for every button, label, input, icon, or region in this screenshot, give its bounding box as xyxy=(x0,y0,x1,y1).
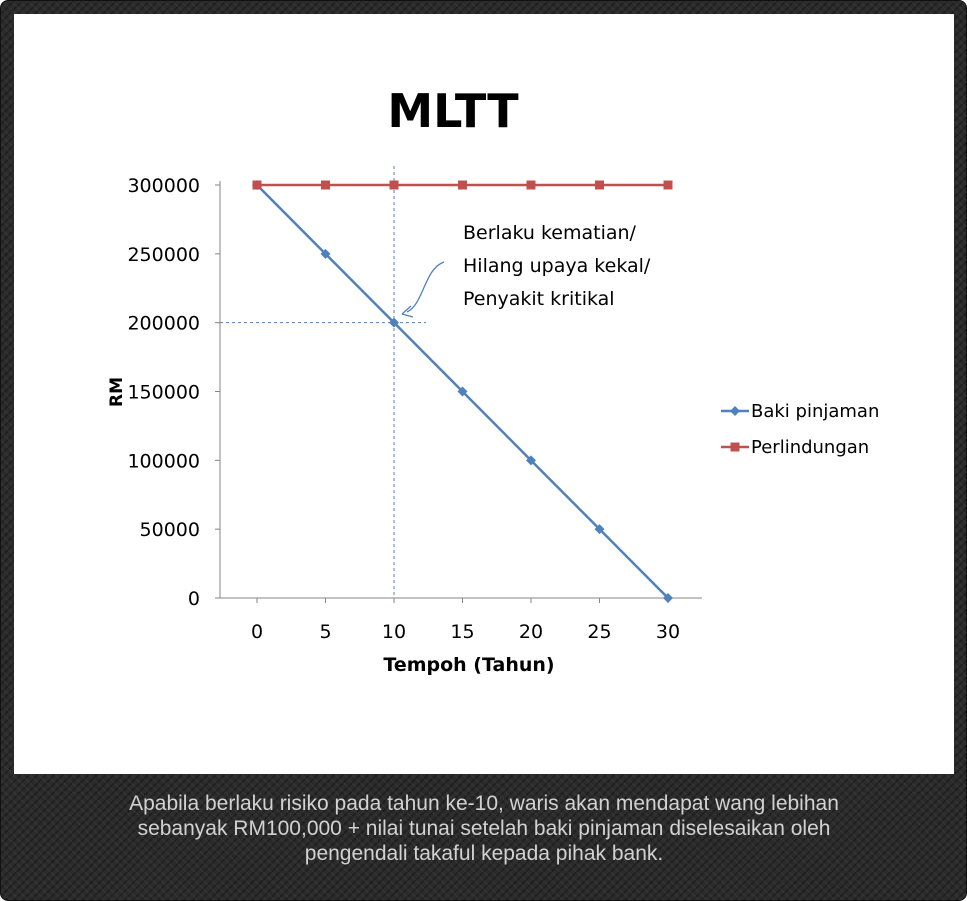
x-tick-label: 0 xyxy=(251,621,263,643)
annotation-arrowhead xyxy=(401,305,414,318)
chart: MLTT 0 50000 100000 150000 200000 250000 300000… xyxy=(107,84,879,676)
data-point-perlindungan xyxy=(389,180,399,190)
x-tick-label: 10 xyxy=(382,621,406,643)
data-point-baki-pinjaman xyxy=(320,248,331,259)
data-point-baki-pinjaman xyxy=(457,386,468,397)
annotation-text-line: Berlaku kematian/ xyxy=(463,222,637,244)
annotation-arrow xyxy=(406,261,445,313)
x-tick-label: 30 xyxy=(656,621,680,643)
data-point-perlindungan xyxy=(595,180,604,190)
y-tick-label: 100000 xyxy=(127,450,200,472)
annotation-text-line: Penyakit kritikal xyxy=(463,288,615,310)
y-axis-label: RM xyxy=(107,377,127,407)
chart-panel: MLTT 0 50000 100000 150000 200000 250000 300000… xyxy=(14,14,954,774)
caption-line-1: Apabila berlaku risiko pada tahun ke-10,… xyxy=(129,792,839,815)
legend-marker-perlindungan xyxy=(730,442,740,452)
y-tick-label: 300000 xyxy=(127,175,200,197)
annotation-text-line: Hilang upaya kekal/ xyxy=(463,255,651,277)
x-axis-label: Tempoh (Tahun) xyxy=(383,654,554,676)
x-tick-label: 15 xyxy=(450,621,474,643)
legend-marker-baki-pinjaman xyxy=(730,406,740,416)
x-tick-label: 20 xyxy=(519,621,543,643)
chart-title: MLTT xyxy=(387,84,519,138)
x-tick-label: 25 xyxy=(587,621,611,643)
caption-line-3: pengendali takaful kepada pihak bank. xyxy=(304,842,664,865)
y-tick-label: 50000 xyxy=(140,519,200,541)
y-tick-label: 0 xyxy=(188,588,200,610)
x-tick-label: 5 xyxy=(319,621,331,643)
legend-label-perlindungan: Perlindungan xyxy=(751,437,869,458)
y-tick-label: 150000 xyxy=(127,382,200,404)
data-point-baki-pinjaman xyxy=(526,455,536,466)
y-tick-label: 200000 xyxy=(127,313,200,335)
legend-label-baki-pinjaman: Baki pinjaman xyxy=(751,401,879,422)
data-point-perlindungan xyxy=(252,180,262,190)
data-point-perlindungan xyxy=(458,180,467,190)
data-point-baki-pinjaman xyxy=(389,317,399,328)
data-point-baki-pinjaman xyxy=(663,593,673,603)
data-point-perlindungan xyxy=(663,180,673,190)
caption: Apabila berlaku risiko pada tahun ke-10,… xyxy=(14,791,954,866)
y-tick-label: 250000 xyxy=(127,244,200,266)
data-point-baki-pinjaman xyxy=(594,524,605,535)
data-point-perlindungan xyxy=(321,180,330,190)
caption-line-2: sebanyak RM100,000 + nilai tunai setelah… xyxy=(137,817,831,840)
data-point-perlindungan xyxy=(526,180,536,190)
